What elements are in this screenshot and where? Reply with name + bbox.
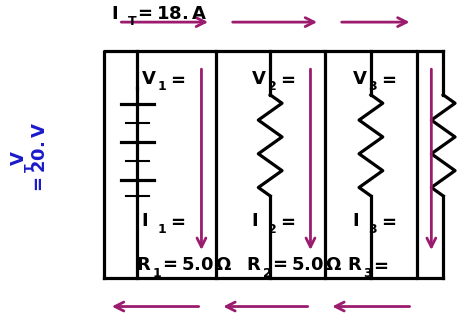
Text: $\mathbf{T}$: $\mathbf{T}$	[24, 162, 37, 173]
Text: $\mathbf{V}$: $\mathbf{V}$	[352, 70, 368, 88]
Text: $\mathbf{I}$: $\mathbf{I}$	[251, 212, 258, 230]
Text: $\mathbf{=}$: $\mathbf{=}$	[370, 257, 389, 274]
Text: $\mathbf{R}$: $\mathbf{R}$	[246, 257, 262, 274]
Text: $\mathbf{R}$: $\mathbf{R}$	[347, 257, 363, 274]
Text: $\mathbf{R}$: $\mathbf{R}$	[137, 257, 152, 274]
Text: $\mathbf{I}$: $\mathbf{I}$	[111, 5, 118, 23]
Text: $\mathbf{=}$: $\mathbf{=}$	[378, 70, 397, 88]
Text: $\mathbf{2}$: $\mathbf{2}$	[262, 267, 272, 280]
Text: $\mathbf{T}$: $\mathbf{T}$	[127, 15, 137, 28]
Text: $\mathbf{I}$: $\mathbf{I}$	[352, 212, 359, 230]
Text: $\mathbf{ = 18. A}$: $\mathbf{ = 18. A}$	[134, 5, 208, 23]
Text: $\mathbf{1}$: $\mathbf{1}$	[152, 267, 162, 280]
Text: $\mathbf{2}$: $\mathbf{2}$	[267, 222, 276, 236]
Text: $\mathbf{1}$: $\mathbf{1}$	[156, 80, 166, 94]
Text: $\mathbf{3}$: $\mathbf{3}$	[368, 222, 377, 236]
Text: $\mathbf{2}$: $\mathbf{2}$	[267, 80, 276, 94]
Text: $\mathbf{V}$: $\mathbf{V}$	[251, 70, 267, 88]
Text: $\mathbf{=20. V}$: $\mathbf{=20. V}$	[31, 121, 49, 195]
Text: $\mathbf{I}$: $\mathbf{I}$	[141, 212, 148, 230]
Text: $\mathbf{3}$: $\mathbf{3}$	[363, 267, 373, 280]
Text: $\mathbf{=}$: $\mathbf{=}$	[167, 70, 186, 88]
Text: $\mathbf{=}$: $\mathbf{=}$	[277, 212, 296, 230]
Text: $\mathbf{3}$: $\mathbf{3}$	[368, 80, 377, 94]
Text: $\mathbf{1}$: $\mathbf{1}$	[156, 222, 166, 236]
Text: $\mathbf{= 5.0\,\Omega}$: $\mathbf{= 5.0\,\Omega}$	[159, 257, 233, 274]
Text: $\mathbf{=}$: $\mathbf{=}$	[277, 70, 296, 88]
Text: $\mathbf{=}$: $\mathbf{=}$	[378, 212, 397, 230]
Text: $\mathbf{=}$: $\mathbf{=}$	[167, 212, 186, 230]
Text: $\mathbf{V}$: $\mathbf{V}$	[141, 70, 157, 88]
Text: $\mathbf{V}$: $\mathbf{V}$	[10, 150, 28, 166]
Text: $\mathbf{= 5.0\,\Omega}$: $\mathbf{= 5.0\,\Omega}$	[269, 257, 343, 274]
